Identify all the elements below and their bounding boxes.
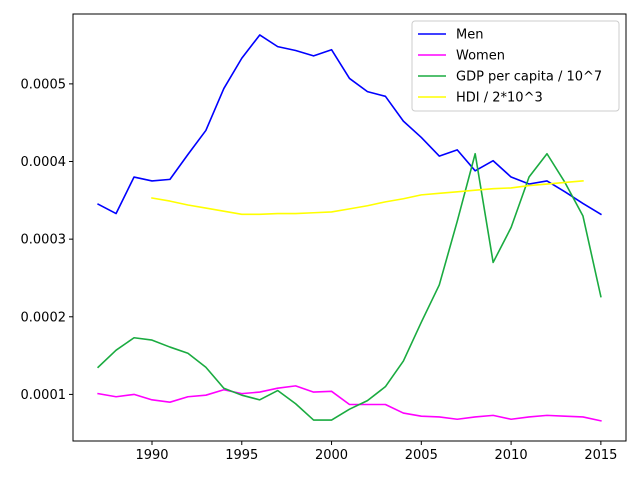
x-tick-label: 2015 — [584, 448, 617, 463]
legend-box — [411, 20, 620, 112]
y-tick-label: 0.0004 — [21, 155, 67, 170]
legend-label: Women — [456, 49, 505, 64]
y-tick-label: 0.0003 — [21, 233, 67, 248]
series-line-0 — [97, 34, 602, 216]
x-tick-label: 2005 — [405, 448, 438, 463]
x-tick-label: 2000 — [315, 448, 348, 463]
x-axis: 1990 1995 2000 2005 2010 2015 — [135, 441, 617, 463]
legend-label: HDI / 2*10^3 — [456, 91, 543, 106]
series-line-3 — [151, 180, 584, 216]
series-line-2 — [97, 152, 602, 421]
y-axis: 0.0001 0.0002 0.0003 0.0004 0.0005 — [21, 77, 73, 403]
y-tick-label: 0.0001 — [21, 388, 67, 403]
legend-label: GDP per capita / 10^7 — [456, 70, 602, 85]
series-layer — [97, 34, 602, 422]
x-tick-label: 2010 — [495, 448, 528, 463]
legend-label: Men — [456, 28, 483, 43]
x-tick-label: 1995 — [225, 448, 258, 463]
x-tick-label: 1990 — [135, 448, 168, 463]
series-line-1 — [97, 385, 602, 422]
plot-frame — [72, 13, 627, 442]
y-tick-label: 0.0002 — [21, 310, 67, 325]
legend: Men Women GDP per capita / 10^7 HDI / 2*10^… — [411, 20, 620, 112]
y-tick-label: 0.0005 — [21, 77, 67, 92]
